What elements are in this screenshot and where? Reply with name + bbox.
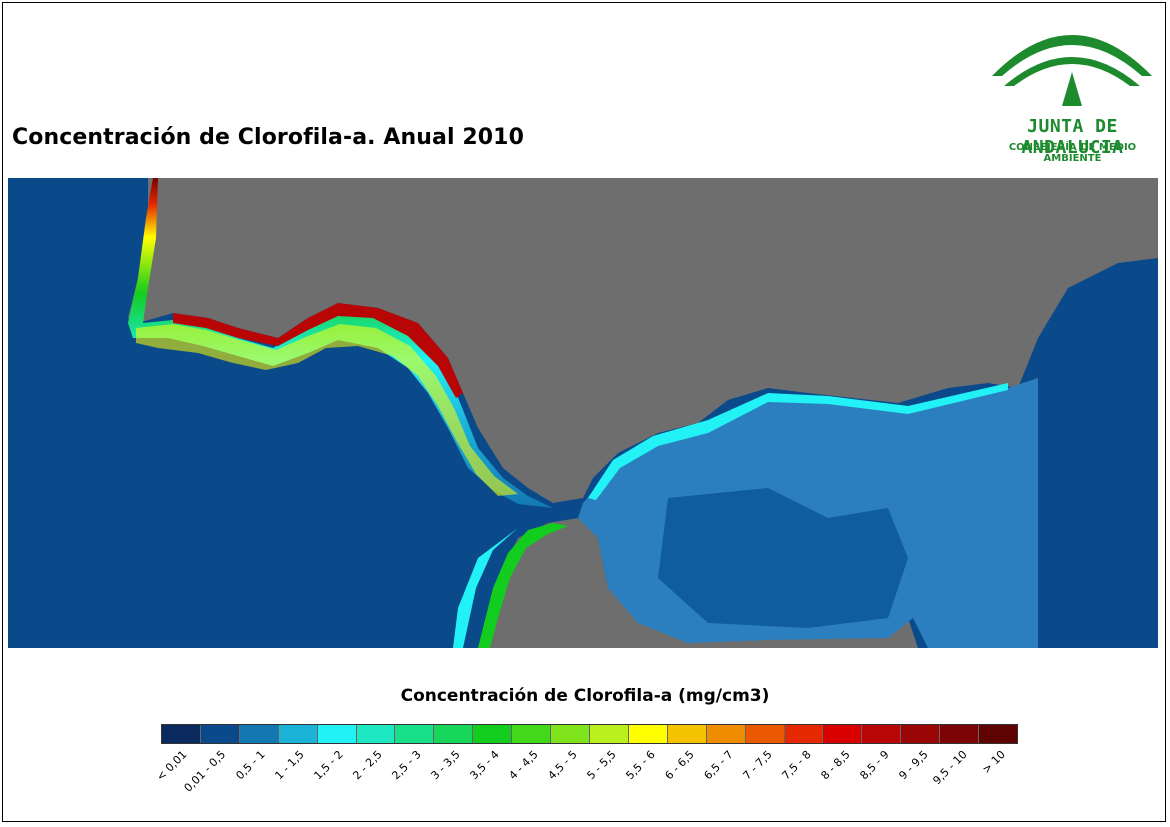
coastal-bloom-mid xyxy=(136,324,518,496)
legend-label: > 10 xyxy=(979,748,1008,777)
legend-color-bar xyxy=(161,724,1018,744)
coastal-bloom-south xyxy=(478,523,568,648)
legend-swatch xyxy=(395,725,435,743)
legend-swatch xyxy=(823,725,863,743)
legend-label: 1 - 1,5 xyxy=(272,748,307,783)
legend-swatch xyxy=(667,725,707,743)
legend-label: 3,5 - 4 xyxy=(467,748,502,783)
legend-swatch xyxy=(745,725,785,743)
legend-swatch xyxy=(901,725,941,743)
chlorophyll-map xyxy=(8,178,1158,648)
coastal-bloom-alboran xyxy=(588,383,1008,500)
legend-label: 0,01 - 0,5 xyxy=(181,748,229,795)
legend-label: 3 - 3,5 xyxy=(428,748,463,783)
legend-swatch xyxy=(706,725,746,743)
legend-label: 7,5 - 8 xyxy=(779,748,814,783)
legend-label: 9 - 9,5 xyxy=(895,748,931,783)
legend-label: 4 - 4,5 xyxy=(506,748,541,783)
coastal-bloom-north xyxy=(128,178,553,508)
legend-label: 2,5 - 3 xyxy=(389,748,424,783)
legend-swatch xyxy=(979,725,1017,743)
legend-swatch xyxy=(862,725,902,743)
iberia-land xyxy=(128,178,1158,503)
legend-label: 4,5 - 5 xyxy=(545,748,580,783)
legend-title: Concentración de Clorofila-a (mg/cm3) xyxy=(400,686,770,706)
coastal-bloom-red xyxy=(173,303,463,398)
legend-label: 9,5 - 10 xyxy=(929,748,970,788)
legend-swatch xyxy=(162,725,201,743)
logo-subtitle: CONSEJERÍA DE MEDIO AMBIENTE xyxy=(1008,142,1137,164)
logo-name: JUNTA DE ANDALUCIA xyxy=(1021,116,1124,158)
junta-andalucia-logo xyxy=(992,35,1152,106)
legend-swatch xyxy=(628,725,668,743)
legend-label: 0,5 - 1 xyxy=(233,748,269,783)
legend-label: 5,5 - 6 xyxy=(623,748,658,783)
legend-swatch xyxy=(200,725,240,743)
legend-swatch xyxy=(356,725,396,743)
legend-swatch xyxy=(784,725,824,743)
legend-label: 6 - 6,5 xyxy=(662,748,697,783)
map-title: Concentración de Clorofila-a. Anual 2010 xyxy=(12,125,524,150)
africa-land xyxy=(478,518,918,648)
coastal-bloom-south-outer xyxy=(453,528,518,648)
legend-label: 7 - 7,5 xyxy=(740,748,775,783)
legend-swatch xyxy=(434,725,474,743)
legend-label: 8 - 8,5 xyxy=(818,748,853,783)
legend-label: 2 - 2,5 xyxy=(350,748,385,783)
legend-swatch xyxy=(473,725,513,743)
legend-swatch xyxy=(551,725,590,743)
legend-label: 1,5 - 2 xyxy=(311,748,346,783)
legend-label: 5 - 5,5 xyxy=(584,748,619,783)
legend-swatch xyxy=(239,725,279,743)
legend-swatch xyxy=(278,725,318,743)
alboran-deep xyxy=(658,488,908,628)
legend-swatch xyxy=(512,725,552,743)
legend-label: 8,5 - 9 xyxy=(857,748,892,783)
legend-swatch xyxy=(317,725,357,743)
legend-swatch xyxy=(940,725,980,743)
legend-label: 6,5 - 7 xyxy=(701,748,736,783)
legend-swatch xyxy=(589,725,629,743)
